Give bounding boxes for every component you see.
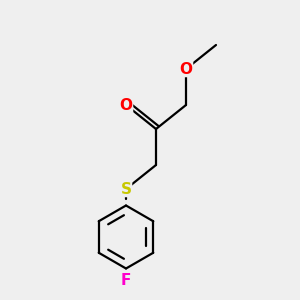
Text: S: S bbox=[121, 182, 131, 196]
Text: O: O bbox=[119, 98, 133, 112]
Text: O: O bbox=[179, 61, 193, 76]
Text: F: F bbox=[121, 273, 131, 288]
